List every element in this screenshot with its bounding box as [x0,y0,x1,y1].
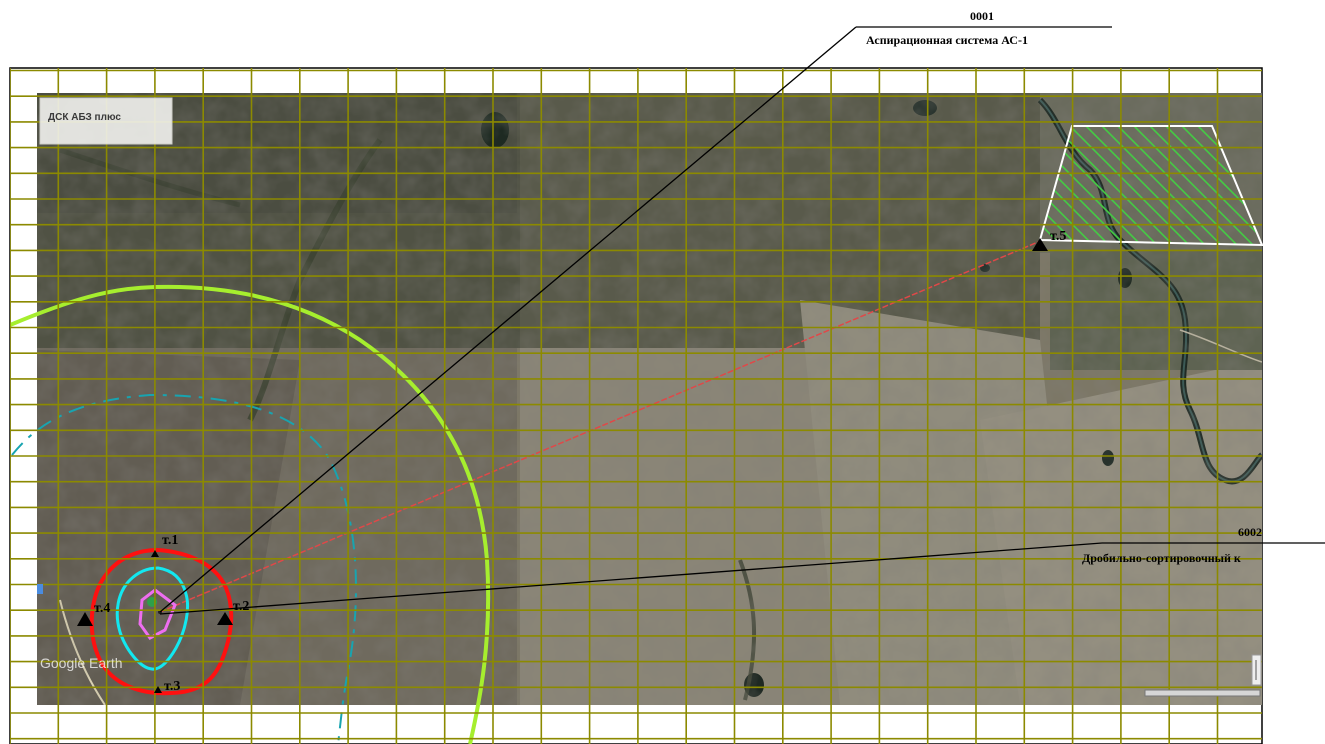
hatch-line [1320,120,1325,250]
callout-0001[interactable]: 0001 Аспирационная система АС-1 [159,9,1112,613]
location-pin-icon[interactable] [37,584,43,594]
isoline-magenta [138,588,177,640]
hatch-line [1111,126,1243,245]
callout-6002-id: 6002 [1238,525,1262,539]
hatch-line [1255,126,1262,245]
control-point-label: т.5 [1050,229,1066,244]
hatch-line [1272,120,1325,250]
callout-6002-name: Дробильно-сортировочный к [1082,551,1241,565]
control-point-2[interactable]: т.2 [217,599,249,625]
callout-6002[interactable]: 6002 Дробильно-сортировочный к [159,525,1325,615]
hatch-line [1304,120,1325,250]
hatch-line [1040,126,1131,245]
connection-line [159,241,1039,613]
hatch-line [1063,126,1195,245]
callout-0001-id: 0001 [970,9,994,23]
control-point-1[interactable]: т.1 [151,533,178,557]
google-earth-watermark: Google Earth [40,655,123,671]
control-point-label: т.3 [164,679,180,694]
hatch-line [1040,126,1083,245]
settlement-outline [1038,125,1264,247]
hatch-line [1040,126,1099,245]
layer-badge-label: ДСК АБЗ плюс [48,112,121,123]
hatch-line [1047,126,1179,245]
layer-badge: ДСК АБЗ плюс [39,97,173,145]
scale-bar [1144,689,1261,697]
control-point-label: т.4 [94,601,110,616]
control-points: т.1 т.2 т.3 т.4 т.5 [77,229,1066,694]
hatch-line [1127,126,1259,245]
hatch-line [1079,126,1211,245]
isoline-cyan [115,566,190,671]
callout-0001-name: Аспирационная система АС-1 [866,33,1028,47]
hatch-line [1159,126,1262,245]
control-point-3[interactable]: т.3 [154,679,180,694]
control-point-5[interactable]: т.5 [1032,229,1066,251]
isoline-outer [10,284,491,744]
zoom-control[interactable] [1251,654,1262,686]
hatch-line [1040,126,1067,245]
hatch-line [1288,120,1325,250]
control-point-4[interactable]: т.4 [77,601,110,626]
control-point-label: т.1 [162,533,178,548]
hatch-line [1143,126,1262,245]
hatch-line [1095,126,1227,245]
sanitary-zone-boundary [11,393,357,744]
satellite-imagery [37,93,1262,705]
control-point-label: т.2 [233,599,249,614]
hatch-line [1040,126,1147,245]
